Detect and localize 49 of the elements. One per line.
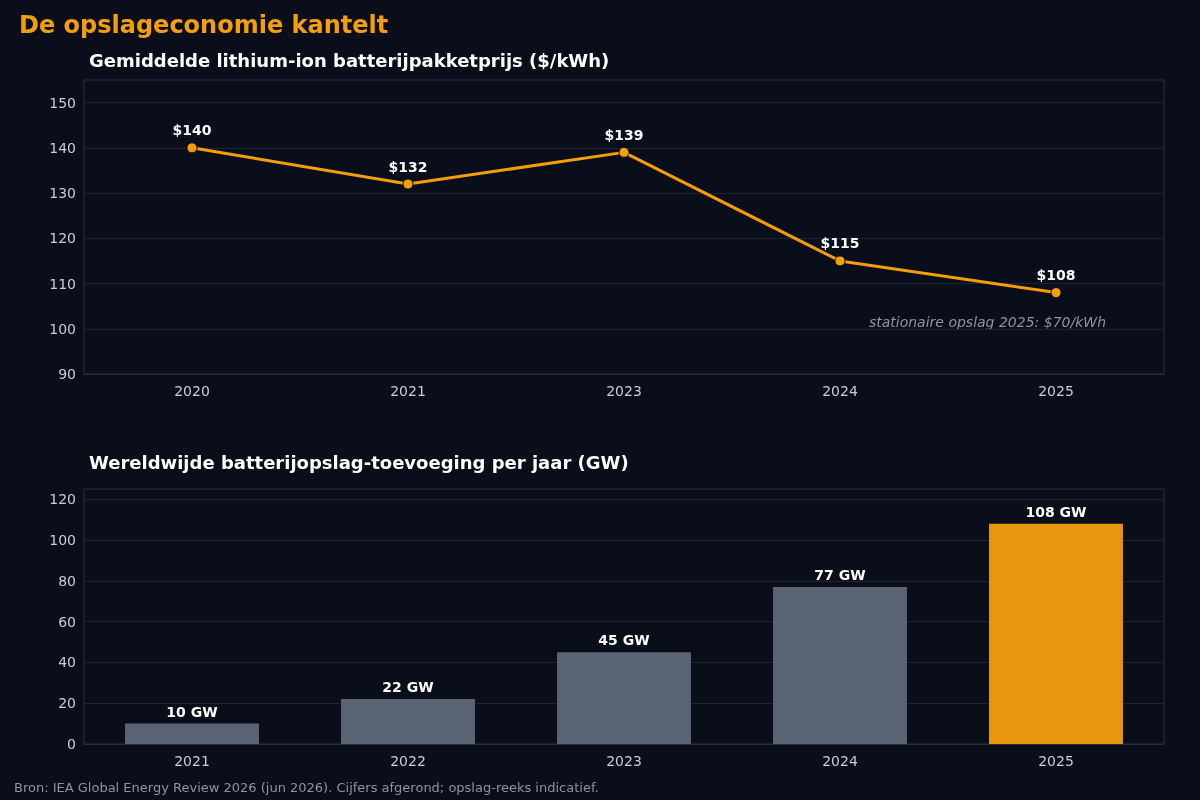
data-label: $115 [820, 235, 860, 252]
data-label: 10 GW [166, 703, 218, 720]
data-label: $132 [388, 158, 428, 175]
y-tick-label: 80 [58, 572, 76, 589]
y-tick-label: 60 [58, 613, 76, 630]
bar [125, 723, 259, 744]
bar [557, 652, 691, 744]
y-tick-label: 40 [58, 654, 76, 671]
bar [341, 699, 475, 744]
point [618, 146, 630, 158]
y-tick-label: 100 [49, 320, 76, 337]
point [834, 255, 846, 267]
point [186, 142, 198, 154]
data-label: $140 [172, 122, 212, 139]
data-label: 45 GW [598, 632, 650, 649]
y-tick-label: 120 [49, 491, 76, 508]
x-tick-label: 2021 [390, 383, 426, 399]
y-tick-label: 140 [49, 139, 76, 156]
x-tick-label: 2021 [174, 753, 210, 769]
x-tick-label: 2022 [390, 753, 426, 769]
x-tick-label: 2025 [1038, 753, 1074, 769]
data-label: $108 [1036, 267, 1076, 284]
point [1050, 287, 1062, 299]
bar [773, 586, 907, 744]
x-tick-label: 2020 [174, 383, 210, 399]
text: Bron: IEA Global Energy Review 2026 (jun 2026). Cijfers afgerond; opslag-reeks indicatief. [14, 780, 599, 795]
point [402, 178, 414, 190]
x-tick-label: 2024 [822, 753, 858, 769]
y-tick-label: 130 [49, 185, 76, 202]
x-tick-label: 2023 [606, 753, 642, 769]
bar [989, 523, 1123, 744]
y-tick-label: 110 [49, 275, 76, 292]
chart-subtitle: Gemiddelde lithium-ion batterijpakketprijs ($/kWh) [89, 49, 610, 71]
chart-title: Wereldwijde batterijopslag-toevoeging per jaar (GW) [89, 451, 629, 473]
x-tick-label: 2023 [606, 383, 642, 399]
y-tick-label: 20 [58, 695, 76, 712]
y-tick-label: 100 [49, 532, 76, 548]
y-tick-label: 90 [58, 366, 76, 382]
data-label: 77 GW [814, 566, 866, 583]
y-tick-label: 150 [49, 94, 76, 111]
data-label: 22 GW [382, 679, 434, 696]
data-label: $139 [604, 126, 644, 143]
chart-title: De opslageconomie kantelt [19, 11, 389, 39]
data-label: 108 GW [1025, 503, 1087, 520]
annotation: stationaire opslag 2025: $70/kWh [868, 314, 1106, 330]
x-tick-label: 2025 [1038, 383, 1074, 399]
x-tick-label: 2024 [822, 383, 858, 399]
y-tick-label: 120 [49, 230, 76, 247]
y-tick-label: 0 [67, 736, 76, 752]
